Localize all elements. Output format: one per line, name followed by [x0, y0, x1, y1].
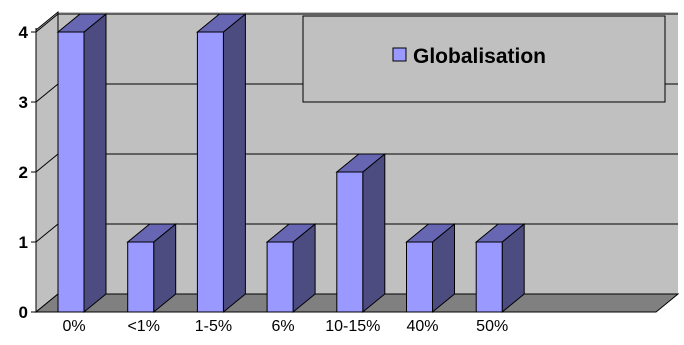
- chart-marks: 0% <1% 1-5% 6% 10-15% 40% 50%: [56, 12, 526, 335]
- gridline-side: [35, 223, 59, 243]
- gridline-side: [35, 83, 59, 103]
- bar-side: [222, 12, 246, 314]
- bar: [195, 12, 247, 314]
- bar-front: [336, 171, 364, 313]
- x-tick-label: <1%: [127, 318, 159, 335]
- y-tick-label: 2: [19, 163, 28, 182]
- bar: [265, 222, 317, 314]
- bar: [126, 222, 178, 314]
- legend: Globalisation: [302, 15, 666, 103]
- legend-label-globalisation: Globalisation: [413, 45, 546, 68]
- x-tick-label: 40%: [406, 318, 438, 335]
- bar-front: [266, 241, 294, 313]
- gridline-side: [35, 153, 59, 173]
- bar: [405, 222, 456, 314]
- bar: [474, 222, 526, 314]
- bar-front: [57, 31, 85, 313]
- gridline-side: [35, 13, 59, 33]
- x-tick-label: 50%: [476, 318, 508, 335]
- legend-box: [302, 15, 666, 103]
- x-tick-label: 1-5%: [195, 318, 232, 335]
- chart-side-wall: [35, 10, 59, 314]
- bar: [56, 12, 108, 314]
- y-tick-label: 3: [19, 93, 28, 112]
- bar-front: [475, 241, 503, 313]
- x-tick-label: 0%: [62, 318, 85, 335]
- bar-side: [83, 12, 107, 314]
- bar-side: [362, 152, 386, 314]
- bar-front: [406, 241, 433, 313]
- y-tick-label: 1: [19, 233, 28, 252]
- bar: [335, 152, 387, 314]
- bar-front: [127, 241, 155, 313]
- x-tick-label: 6%: [272, 318, 295, 335]
- y-tick-label: 4: [19, 23, 29, 42]
- y-tick-label: 0: [19, 303, 28, 322]
- legend-swatch: [392, 47, 407, 62]
- bar-front: [196, 31, 224, 313]
- x-tick-label: 10-15%: [325, 318, 380, 335]
